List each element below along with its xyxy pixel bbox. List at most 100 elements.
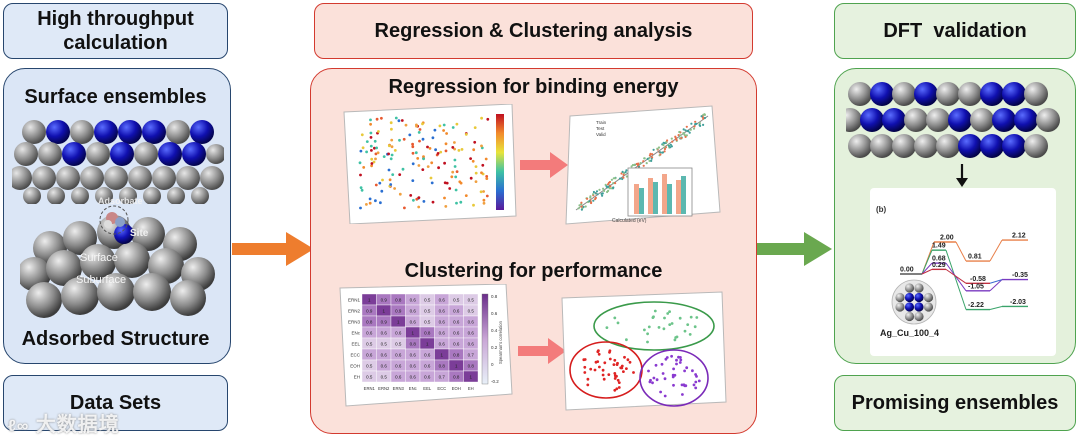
- colorbar-tick: 0.2: [491, 345, 498, 350]
- parity-point: [589, 196, 592, 199]
- tsne-point: [445, 132, 448, 135]
- cluster-point: [678, 316, 682, 320]
- ag-atom: [848, 82, 872, 106]
- parity-point: [686, 129, 689, 133]
- parity-point: [600, 192, 603, 195]
- cluster-point: [685, 366, 689, 370]
- cluster-point: [678, 361, 682, 364]
- tsne-point: [375, 146, 378, 150]
- parity-xlabel: Calculated (eV): [612, 218, 647, 224]
- tsne-point: [486, 117, 490, 121]
- middle-header: Regression & Clustering analysis: [314, 3, 753, 59]
- cluster-point: [616, 378, 620, 382]
- parity-point: [584, 205, 587, 208]
- tsne-point: [393, 149, 397, 152]
- tsne-point: [429, 176, 433, 180]
- tsne-point: [471, 159, 475, 163]
- parity-point: [610, 178, 613, 181]
- parity-point: [648, 159, 651, 162]
- inset-ag-atom: [923, 302, 934, 312]
- heatmap-value: 0.6: [439, 331, 446, 336]
- cluster-point: [612, 363, 616, 366]
- left-arrow: [232, 232, 314, 266]
- energy-connector: [945, 262, 967, 292]
- parity-point: [698, 122, 701, 125]
- parity-point: [642, 160, 645, 163]
- tsne-point: [474, 171, 478, 175]
- tsne-point: [433, 128, 437, 132]
- tsne-point: [390, 153, 394, 157]
- heatmap-value: 0.8: [439, 364, 446, 369]
- colorbar-tick: 0.8: [491, 294, 498, 299]
- cluster-point: [647, 369, 650, 373]
- cluster-point: [617, 386, 621, 389]
- ag-atom: [892, 82, 916, 106]
- cluster-point: [608, 349, 612, 353]
- heatmap-value: 0.6: [410, 320, 417, 325]
- parity-point: [630, 165, 633, 168]
- tsne-point: [431, 136, 435, 140]
- cluster-point: [660, 362, 664, 366]
- ag-atom: [870, 134, 894, 158]
- heatmap-col-label: EH: [468, 386, 474, 391]
- heatmap-value: 0.6: [453, 309, 460, 314]
- tsne-point: [438, 124, 442, 128]
- ag-atom: [936, 134, 960, 158]
- heatmap-value: 0.6: [366, 353, 373, 358]
- parity-point: [625, 169, 628, 172]
- tsne-point: [442, 129, 445, 132]
- ag-atom: [936, 82, 960, 106]
- tsne-point: [387, 168, 391, 172]
- tsne-point: [431, 200, 435, 204]
- cluster-point: [593, 368, 597, 372]
- heatmap-value: 0.6: [410, 353, 417, 358]
- tsne-point: [411, 179, 415, 182]
- parity-point: [612, 182, 615, 185]
- tsne-point: [421, 122, 424, 126]
- cluster-point: [613, 358, 617, 362]
- ag-atom: [848, 134, 872, 158]
- parity-point: [651, 156, 654, 159]
- heatmap-cell: [463, 370, 479, 383]
- cu-atom: [948, 108, 972, 132]
- energy-connector: [921, 249, 933, 275]
- tsne-point: [375, 117, 379, 121]
- watermark-icon: ℓ∞: [8, 418, 30, 435]
- cu-atom: [1014, 108, 1038, 132]
- parity-point: [657, 146, 661, 149]
- tsne-point: [374, 152, 378, 156]
- left-footer-text: Data Sets: [69, 391, 162, 414]
- heatmap-value: 0.7: [439, 375, 446, 380]
- heatmap-col-label: ENc: [409, 386, 417, 391]
- cu-atom: [980, 134, 1004, 158]
- parity-point: [594, 192, 597, 195]
- parity-point: [643, 157, 646, 160]
- cluster-point: [673, 338, 677, 342]
- parity-point: [659, 151, 662, 154]
- tsne-point: [481, 163, 485, 167]
- tsne-point: [390, 138, 394, 142]
- tsne-point: [397, 119, 401, 123]
- tsne-point: [370, 164, 373, 168]
- heatmap-value: 0.9: [381, 320, 388, 325]
- cu-atom: [914, 82, 938, 106]
- energy-label: 1.49: [932, 243, 946, 250]
- pink-arrow-regression: [520, 152, 568, 178]
- energy-label: 0.29: [932, 262, 946, 269]
- parity-point: [639, 162, 642, 165]
- site-label: Site: [130, 228, 149, 239]
- left-header-text: High throughput calculation: [37, 8, 194, 54]
- inset-ag-atom: [904, 311, 915, 322]
- colorbar-label: Spearman's correlation: [498, 320, 503, 364]
- tsne-point: [382, 155, 386, 158]
- tsne-point: [455, 170, 459, 173]
- tsne-point: [411, 145, 415, 149]
- tsne-point: [453, 165, 457, 168]
- tsne-point: [430, 181, 434, 185]
- parity-point: [594, 196, 597, 199]
- cluster-point: [605, 326, 609, 329]
- surface-ensembles-label: Surface ensembles: [24, 86, 207, 108]
- heatmap-value: 1: [382, 309, 385, 314]
- parity-point: [670, 145, 673, 148]
- inset-ag-atom: [923, 292, 934, 303]
